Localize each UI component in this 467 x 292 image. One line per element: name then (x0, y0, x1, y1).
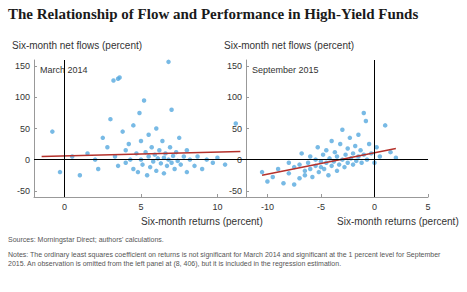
svg-text:Six-month net flows (percent): Six-month net flows (percent) (12, 40, 142, 51)
svg-text:Six-month returns (percent): Six-month returns (percent) (337, 216, 459, 227)
svg-text:5: 5 (138, 202, 143, 212)
svg-text:-50: -50 (17, 186, 30, 196)
svg-text:March 2014: March 2014 (40, 65, 88, 75)
svg-text:150: 150 (227, 61, 242, 71)
svg-text:Six-month net flows (percent): Six-month net flows (percent) (224, 40, 354, 51)
svg-text:September 2015: September 2015 (252, 65, 319, 75)
svg-text:0: 0 (372, 202, 377, 212)
svg-text:50: 50 (232, 123, 242, 134)
svg-text:-50: -50 (229, 186, 242, 196)
svg-text:5: 5 (425, 202, 430, 212)
svg-text:0: 0 (25, 155, 30, 165)
svg-text:150: 150 (15, 61, 30, 71)
svg-text:2015. An observation is omitte: 2015. An observation is omitted from the… (8, 260, 341, 268)
svg-text:-10: -10 (261, 202, 274, 212)
svg-text:100: 100 (15, 92, 30, 102)
svg-text:50: 50 (20, 124, 30, 134)
svg-text:The Relationship of Flow and P: The Relationship of Flow and Performance… (8, 6, 418, 22)
svg-text:Notes: The ordinary least squa: Notes: The ordinary least squares coeffi… (8, 251, 442, 259)
svg-text:-5: -5 (317, 202, 325, 212)
svg-text:Six-month returns (percent): Six-month returns (percent) (141, 216, 263, 227)
svg-text:0: 0 (62, 202, 67, 212)
svg-text:10: 10 (212, 202, 222, 212)
svg-text:Sources: Morningstar Direct; a: Sources: Morningstar Direct; authors' ca… (8, 236, 164, 244)
svg-text:0: 0 (237, 154, 242, 165)
svg-text:100: 100 (227, 92, 242, 102)
